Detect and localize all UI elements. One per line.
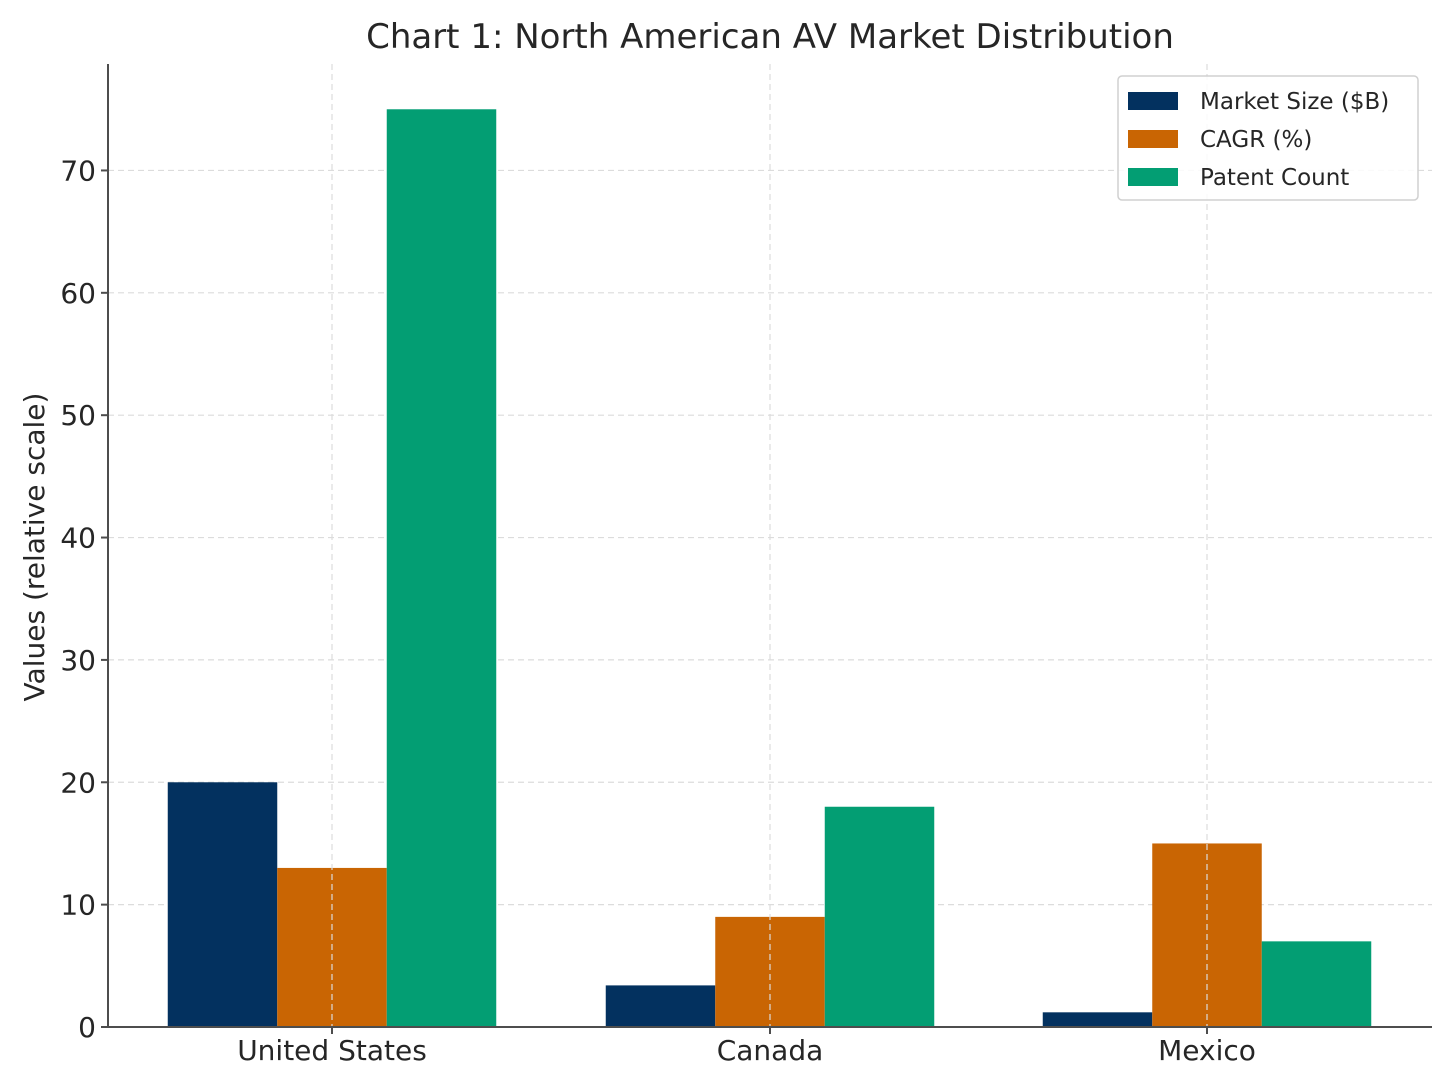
legend-label-1: CAGR (%) (1200, 127, 1312, 153)
legend: Market Size ($B) CAGR (%) Patent Count (1117, 75, 1419, 201)
y-tick-label-30: 30 (60, 644, 96, 677)
x-tick-label-mexico: Mexico (1158, 1034, 1256, 1067)
bar-market-size-b-united-states (167, 782, 278, 1027)
chart-title: Chart 1: North American AV Market Distri… (366, 17, 1174, 57)
y-tick-label-60: 60 (60, 277, 96, 310)
vertical-grid-layer (331, 64, 1208, 1027)
y-tick-label-10: 10 (60, 889, 96, 922)
legend-swatch-1 (1128, 130, 1178, 148)
bar-patent-count-united-states (386, 109, 497, 1027)
y-tick-label-70: 70 (60, 154, 96, 187)
bar-market-size-b-canada (605, 985, 716, 1027)
y-tick-label-20: 20 (60, 766, 96, 799)
legend-swatch-2 (1128, 168, 1178, 186)
y-axis-label: Values (relative scale) (18, 393, 51, 702)
y-tick-label-50: 50 (60, 399, 96, 432)
legend-box (1117, 75, 1419, 201)
y-tick-label-40: 40 (60, 522, 96, 555)
legend-swatch-0 (1128, 92, 1178, 110)
bar-cagr-canada (715, 916, 825, 1027)
bar-patent-count-canada (824, 806, 935, 1027)
bar-patent-count-mexico (1261, 941, 1372, 1027)
bar-market-size-b-mexico (1042, 1012, 1153, 1027)
legend-label-2: Patent Count (1200, 165, 1349, 191)
y-tick-label-0: 0 (78, 1011, 96, 1044)
ticks-layer: 0 10 20 30 40 50 60 70 United States Canada Mexico (60, 154, 1256, 1067)
legend-label-0: Market Size ($B) (1200, 89, 1389, 115)
x-tick-label-canada: Canada (717, 1034, 824, 1067)
x-tick-label-united-states: United States (237, 1034, 427, 1067)
